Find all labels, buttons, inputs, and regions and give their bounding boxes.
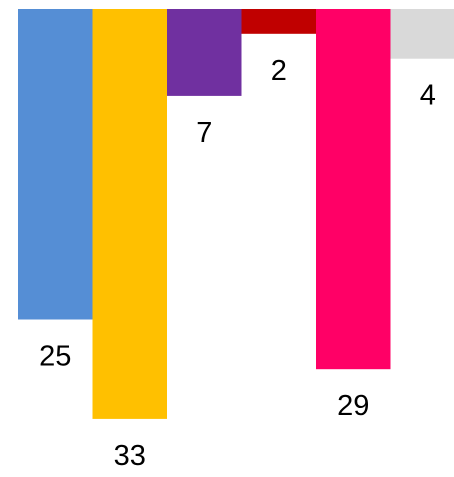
bar-4	[242, 9, 317, 34]
bar-5	[316, 9, 391, 369]
bar-value-label-2: 33	[114, 440, 146, 472]
bar-value-label-4: 2	[271, 55, 287, 87]
bar-6	[391, 9, 454, 59]
bars-group	[18, 9, 454, 419]
bar-value-label-5: 29	[337, 390, 369, 422]
bar-value-label-3: 7	[196, 117, 212, 149]
bar-2	[93, 9, 168, 419]
bar-value-label-1: 25	[39, 341, 71, 373]
bar-3	[167, 9, 242, 96]
bar-value-label-6: 4	[420, 80, 436, 112]
bar-1	[18, 9, 93, 320]
